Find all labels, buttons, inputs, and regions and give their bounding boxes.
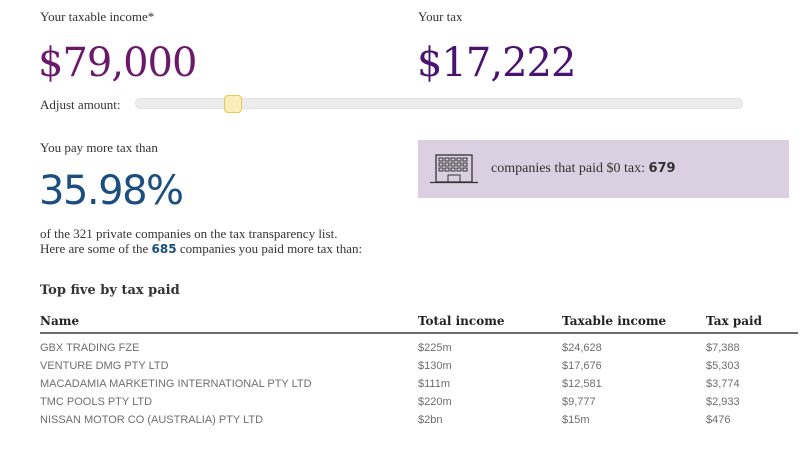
percent-value: 35.98% (39, 168, 184, 214)
cell-name: TMC POOLS PTY LTD (40, 396, 153, 408)
cell-tax-paid: $476 (706, 414, 731, 426)
desc-suffix: companies you paid more tax than: (176, 241, 363, 256)
building-icon (430, 154, 478, 184)
cell-tax-paid: $5,303 (706, 360, 740, 372)
table-row: MACADAMIA MARKETING INTERNATIONAL PTY LT… (40, 378, 798, 396)
table-header: Name Total income Taxable income Tax pai… (40, 312, 798, 334)
zero-tax-box: companies that paid $0 tax: 679 (418, 140, 789, 198)
income-slider-thumb[interactable] (224, 95, 242, 113)
table-title: Top five by tax paid (40, 283, 180, 298)
zero-tax-count: 679 (648, 161, 676, 176)
your-tax-label: Your tax (418, 9, 463, 24)
cell-taxable-income: $15m (562, 414, 590, 426)
your-tax-value: $17,222 (417, 40, 576, 86)
table-row: NISSAN MOTOR CO (AUSTRALIA) PTY LTD $2bn… (40, 414, 798, 432)
cell-total-income: $220m (418, 396, 452, 408)
cell-total-income: $2bn (418, 414, 443, 426)
companies-count: 685 (151, 242, 177, 256)
cell-tax-paid: $2,933 (706, 396, 740, 408)
header-tax-paid: Tax paid (706, 314, 763, 328)
taxable-income-label: Your taxable income* (40, 9, 155, 24)
table-row: GBX TRADING FZE $225m $24,628 $7,388 (40, 342, 798, 360)
cell-taxable-income: $24,628 (562, 342, 602, 354)
cell-name: MACADAMIA MARKETING INTERNATIONAL PTY LT… (40, 378, 312, 390)
table-row: TMC POOLS PTY LTD $220m $9,777 $2,933 (40, 396, 798, 414)
companies-paid-more-description: Here are some of the 685 companies you p… (40, 241, 362, 257)
cell-total-income: $130m (418, 360, 452, 372)
cell-name: GBX TRADING FZE (40, 342, 140, 354)
desc-prefix: Here are some of the (40, 241, 152, 256)
zero-tax-label: companies that paid $0 tax: (491, 161, 649, 176)
cell-taxable-income: $12,581 (562, 378, 602, 390)
table-row: VENTURE DMG PTY LTD $130m $17,676 $5,303 (40, 360, 798, 378)
zero-tax-text: companies that paid $0 tax: 679 (491, 161, 676, 177)
cell-taxable-income: $9,777 (562, 396, 596, 408)
taxable-income-value: $79,000 (38, 40, 197, 86)
cell-name: NISSAN MOTOR CO (AUSTRALIA) PTY LTD (40, 414, 264, 426)
companies-table: Name Total income Taxable income Tax pai… (40, 312, 798, 432)
companies-description: of the 321 private companies on the tax … (40, 226, 338, 241)
adjust-amount-label: Adjust amount: (40, 97, 121, 112)
cell-tax-paid: $3,774 (706, 378, 740, 390)
cell-total-income: $111m (418, 378, 451, 390)
header-taxable-income: Taxable income (562, 314, 667, 328)
cell-tax-paid: $7,388 (706, 342, 740, 354)
cell-name: VENTURE DMG PTY LTD (40, 360, 169, 372)
cell-total-income: $225m (418, 342, 452, 354)
header-name: Name (40, 314, 80, 328)
cell-taxable-income: $17,676 (562, 360, 602, 372)
income-slider-track[interactable] (135, 98, 743, 109)
header-total-income: Total income (418, 314, 505, 328)
pay-more-tax-label: You pay more tax than (40, 140, 158, 155)
